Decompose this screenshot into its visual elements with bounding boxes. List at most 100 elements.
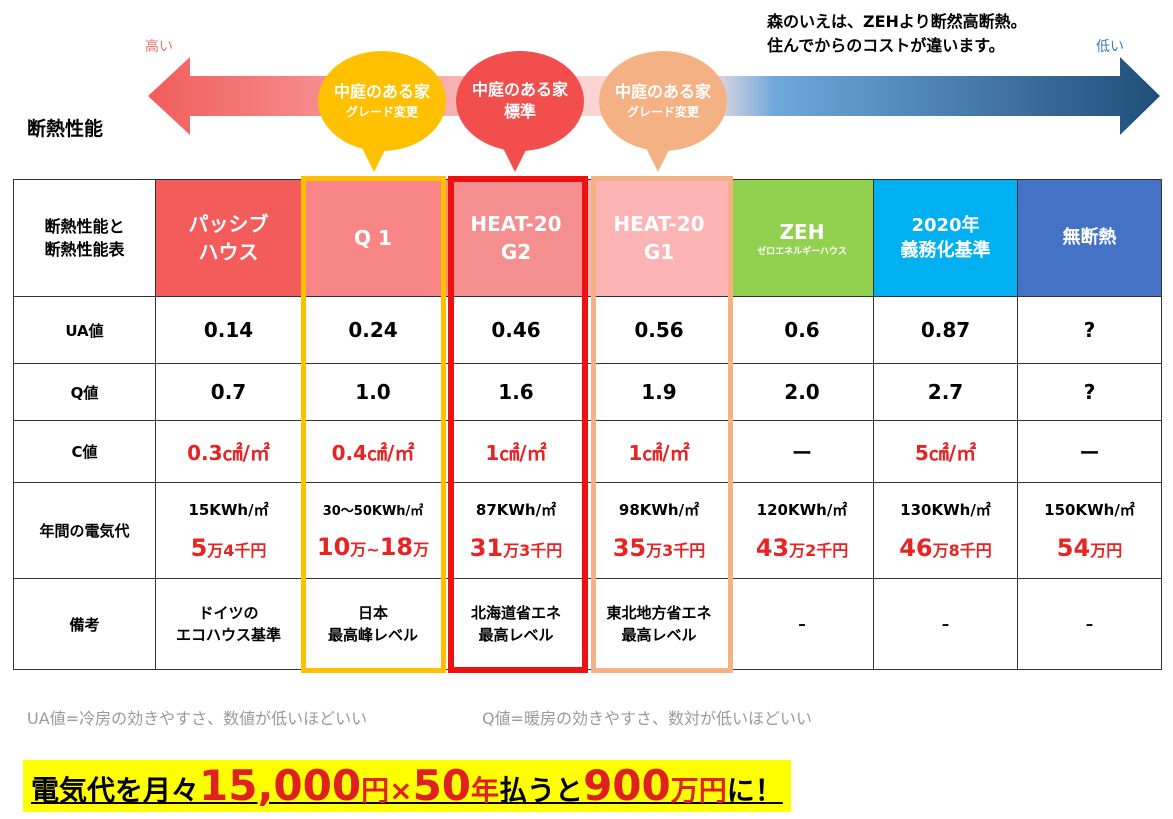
col-header-line2: ゼロエネルギーハウス bbox=[757, 247, 847, 257]
cost-extra-unit: 万 bbox=[413, 540, 430, 559]
c-value: 0.4㎠/㎡ bbox=[301, 420, 445, 483]
q-value: 2.7 bbox=[873, 363, 1018, 421]
bubble-g2-line2: 標準 bbox=[503, 102, 536, 121]
col-header-line1: HEAT-20 bbox=[613, 212, 705, 236]
bubble-q1-line1: 中庭のある家 bbox=[333, 82, 430, 101]
remark-cell: 東北地方省エネ 最高レベル bbox=[587, 578, 731, 670]
annual-cost: 10万~18万 bbox=[302, 533, 444, 561]
c-value: ー bbox=[1017, 420, 1162, 483]
remark-line1: ドイツの bbox=[198, 604, 259, 622]
bubble-g1-tail bbox=[646, 148, 670, 172]
annual-cost: 35万3千円 bbox=[588, 534, 730, 562]
kwh-value: 15KWh/㎡ bbox=[188, 501, 269, 519]
row-label-ua: UA値 bbox=[13, 296, 156, 364]
q-value: 1.9 bbox=[587, 363, 731, 421]
banner-amount: 15,000 bbox=[199, 761, 362, 810]
row-label-remarks: 備考 bbox=[13, 578, 156, 670]
electricity-cell: 98KWh/㎡ 35万3千円 bbox=[587, 482, 731, 579]
ua-value: 0.6 bbox=[730, 296, 874, 364]
tagline-line-2: 住んでからのコストが違います。 bbox=[767, 36, 1005, 55]
low-label: 低い bbox=[1096, 39, 1124, 55]
banner-part3: に！ bbox=[726, 774, 783, 807]
row-q: Q値 0.7 1.0 1.6 1.9 2.0 2.7 ? bbox=[13, 363, 1162, 421]
ua-value: 0.14 bbox=[155, 296, 302, 364]
electricity-cell: 130KWh/㎡ 46万8千円 bbox=[873, 482, 1018, 579]
electricity-cell: 87KWh/㎡ 31万3千円 bbox=[444, 482, 588, 579]
kwh-value: 30～50KWh/㎡ bbox=[322, 504, 424, 519]
col-header-zeh: ZEH ゼロエネルギーハウス bbox=[730, 179, 874, 297]
c-value: 1㎠/㎡ bbox=[587, 420, 731, 483]
col-header-heat20-g1: HEAT-20 G1 bbox=[587, 179, 731, 297]
remark-cell: 北海道省エネ 最高レベル bbox=[444, 578, 588, 670]
cost-unit: 万2千円 bbox=[789, 541, 849, 560]
cost-unit: 万3千円 bbox=[503, 541, 563, 560]
remark-line1: 北海道省エネ bbox=[470, 604, 561, 622]
cost-main: 54 bbox=[1056, 534, 1091, 562]
bubble-q1-line2: グレード変更 bbox=[345, 105, 418, 119]
col-header-line2: 義務化基準 bbox=[900, 240, 991, 261]
ua-value: 0.87 bbox=[873, 296, 1018, 364]
remark-line2: 最高峰レベル bbox=[327, 626, 418, 644]
q-value: 1.6 bbox=[444, 363, 588, 421]
q-explanation: Q値=暖房の効きやすさ、数対が低いほどいい bbox=[482, 709, 813, 728]
c-value: 1㎠/㎡ bbox=[444, 420, 588, 483]
cost-main: 43 bbox=[755, 534, 790, 562]
tagline: 森のいえは、ZEHより断然高断熱。 住んでからのコストが違います。 bbox=[767, 10, 1027, 58]
q-value: 1.0 bbox=[301, 363, 445, 421]
col-header-line1: 無断熱 bbox=[1062, 227, 1117, 248]
remark-cell: – bbox=[1017, 578, 1162, 670]
q-value: ? bbox=[1017, 363, 1162, 421]
col-header-no-insulation: 無断熱 bbox=[1017, 179, 1162, 297]
q-value: 2.0 bbox=[730, 363, 874, 421]
cost-main: 5 bbox=[190, 534, 208, 562]
col-header-line1: HEAT-20 bbox=[470, 212, 562, 236]
row-label-q: Q値 bbox=[13, 363, 156, 421]
kwh-value: 120KWh/㎡ bbox=[756, 501, 848, 519]
corner-cell: 断熱性能と 断熱性能表 bbox=[13, 179, 156, 297]
c-value: ー bbox=[730, 420, 874, 483]
remark-line1: 東北地方省エネ bbox=[606, 604, 712, 622]
cost-unit: 万4千円 bbox=[207, 541, 267, 560]
cost-unit: 万3千円 bbox=[646, 541, 706, 560]
bubble-g1: 中庭のある家 グレード変更 bbox=[599, 51, 727, 151]
electricity-cell: 120KWh/㎡ 43万2千円 bbox=[730, 482, 874, 579]
q-value: 0.7 bbox=[155, 363, 302, 421]
banner-part1: 電気代を月々 bbox=[31, 774, 200, 807]
annual-cost: 43万2千円 bbox=[731, 534, 873, 562]
ua-value: 0.46 bbox=[444, 296, 588, 364]
insulation-comparison-table: 断熱性能と 断熱性能表 パッシブ ハウス Q 1 HEAT-20 G2 HEAT… bbox=[13, 179, 1162, 670]
col-header-line1: ZEH bbox=[779, 220, 825, 244]
annual-cost: 5万4千円 bbox=[156, 534, 301, 562]
electricity-cell: 150KWh/㎡ 54万円 bbox=[1017, 482, 1162, 579]
bubble-q1: 中庭のある家 グレード変更 bbox=[318, 51, 446, 151]
cost-main: 35 bbox=[612, 534, 647, 562]
performance-label: 断熱性能 bbox=[27, 118, 104, 140]
bubble-g2-tail bbox=[503, 148, 527, 172]
bubble-g2: 中庭のある家 標準 bbox=[456, 51, 584, 151]
tagline-line-1: 森のいえは、ZEHより断然高断熱。 bbox=[767, 12, 1027, 31]
ua-explanation: UA値=冷房の効きやすさ、数値が低いほどいい bbox=[27, 709, 368, 728]
col-header-heat20-g2: HEAT-20 G2 bbox=[444, 179, 588, 297]
col-header-line1: パッシブ bbox=[188, 212, 269, 236]
savings-banner: 電気代を月々15,000円×50年払うと900万円に！ bbox=[23, 760, 791, 812]
col-header-line2: G2 bbox=[500, 240, 532, 264]
cost-main: 31 bbox=[469, 534, 504, 562]
bubble-g1-line1: 中庭のある家 bbox=[614, 82, 711, 101]
remark-cell: – bbox=[730, 578, 874, 670]
col-header-2020: 2020年 義務化基準 bbox=[873, 179, 1018, 297]
banner-years: 50 bbox=[412, 761, 472, 810]
kwh-value: 150KWh/㎡ bbox=[1044, 501, 1135, 519]
remark-cell: 日本 最高峰レベル bbox=[301, 578, 445, 670]
banner-total: 900 bbox=[583, 761, 671, 810]
kwh-value: 130KWh/㎡ bbox=[900, 501, 991, 519]
cost-unit: 万円 bbox=[1090, 541, 1123, 560]
corner-line-2: 断熱性能表 bbox=[44, 240, 125, 259]
row-ua: UA値 0.14 0.24 0.46 0.56 0.6 0.87 ? bbox=[13, 296, 1162, 364]
cost-unit: 万8千円 bbox=[932, 541, 992, 560]
row-c: C値 0.3㎠/㎡ 0.4㎠/㎡ 1㎠/㎡ 1㎠/㎡ ー 5㎠/㎡ ー bbox=[13, 420, 1162, 483]
remark-line2: エコハウス基準 bbox=[175, 626, 281, 644]
cost-unit: 万~ bbox=[350, 540, 380, 559]
annual-cost: 31万3千円 bbox=[445, 534, 587, 562]
col-header-line2: ハウス bbox=[198, 240, 259, 264]
banner-year-unit: 年 bbox=[471, 774, 500, 807]
